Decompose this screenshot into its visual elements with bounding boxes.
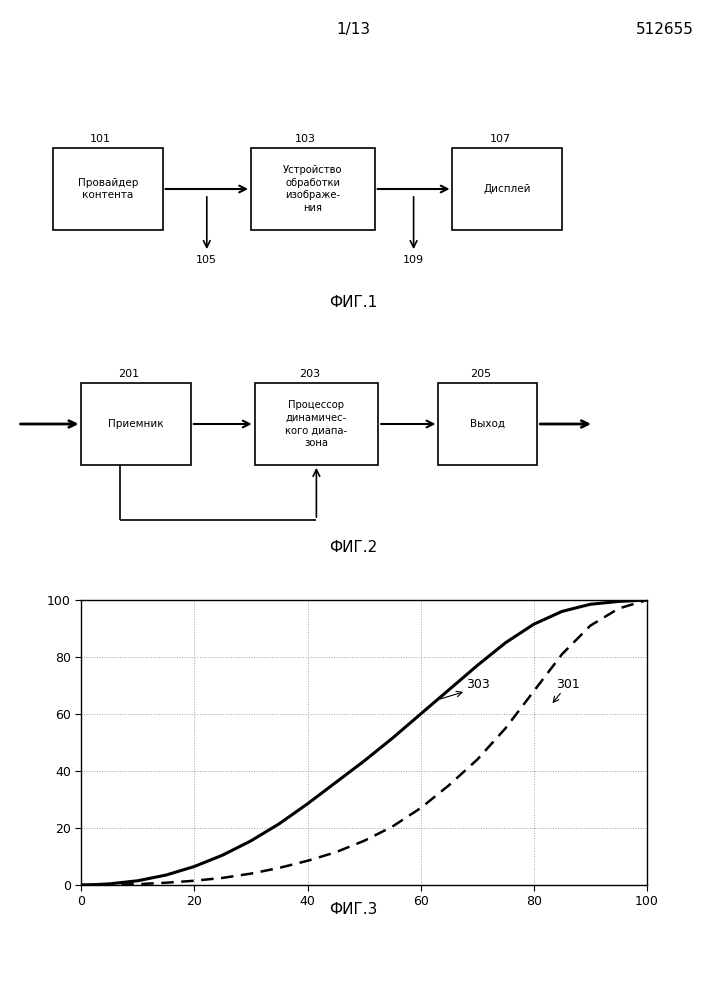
Text: Приемник: Приемник xyxy=(108,419,164,429)
Text: 205: 205 xyxy=(470,369,491,379)
Text: 109: 109 xyxy=(403,255,424,265)
FancyBboxPatch shape xyxy=(81,383,191,465)
Text: ФИГ.1: ФИГ.1 xyxy=(329,295,378,310)
Text: 301: 301 xyxy=(556,678,580,691)
Text: Устройство
обработки
изображе-
ния: Устройство обработки изображе- ния xyxy=(283,165,343,213)
Text: Процессор
динамичес-
кого диапа-
зона: Процессор динамичес- кого диапа- зона xyxy=(286,400,347,448)
Text: Выход: Выход xyxy=(470,419,506,429)
FancyBboxPatch shape xyxy=(53,148,163,230)
FancyBboxPatch shape xyxy=(438,383,537,465)
Text: 1/13: 1/13 xyxy=(337,22,370,37)
Text: Дисплей: Дисплей xyxy=(484,184,531,194)
Text: 107: 107 xyxy=(490,134,510,144)
Text: 512655: 512655 xyxy=(636,22,694,37)
Text: ФИГ.3: ФИГ.3 xyxy=(329,902,378,917)
Text: 101: 101 xyxy=(90,134,111,144)
Text: ФИГ.2: ФИГ.2 xyxy=(329,540,378,555)
Text: 103: 103 xyxy=(296,134,316,144)
Text: 303: 303 xyxy=(466,678,490,691)
Text: Провайдер
контента: Провайдер контента xyxy=(78,178,138,200)
Text: 105: 105 xyxy=(197,255,217,265)
FancyBboxPatch shape xyxy=(255,383,378,465)
FancyBboxPatch shape xyxy=(452,148,562,230)
Text: 203: 203 xyxy=(299,369,320,379)
Text: 201: 201 xyxy=(119,369,139,379)
FancyBboxPatch shape xyxy=(251,148,375,230)
